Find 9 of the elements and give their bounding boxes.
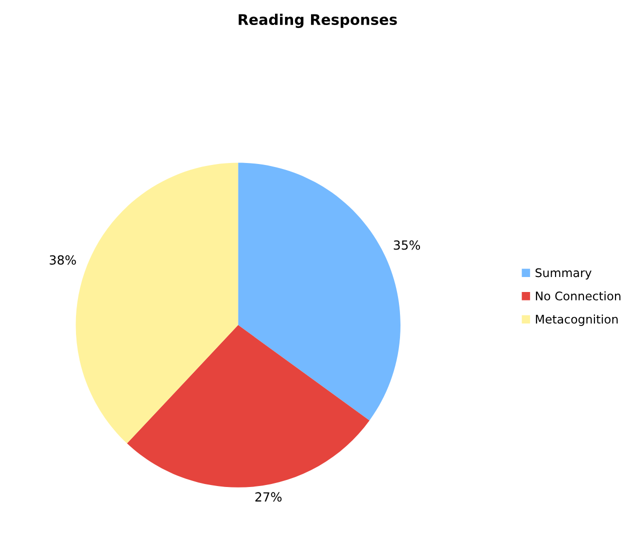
pie-slice — [76, 162, 238, 444]
chart-title: Reading Responses — [238, 14, 397, 28]
legend-label: Summary — [536, 268, 592, 280]
data-label: 27% — [255, 492, 282, 502]
data-label: 35% — [394, 240, 420, 250]
legend-label: Metacognition — [536, 314, 618, 326]
data-label: 38% — [50, 255, 76, 265]
legend-label: No Connection — [536, 291, 620, 300]
pie-slice — [126, 325, 370, 488]
